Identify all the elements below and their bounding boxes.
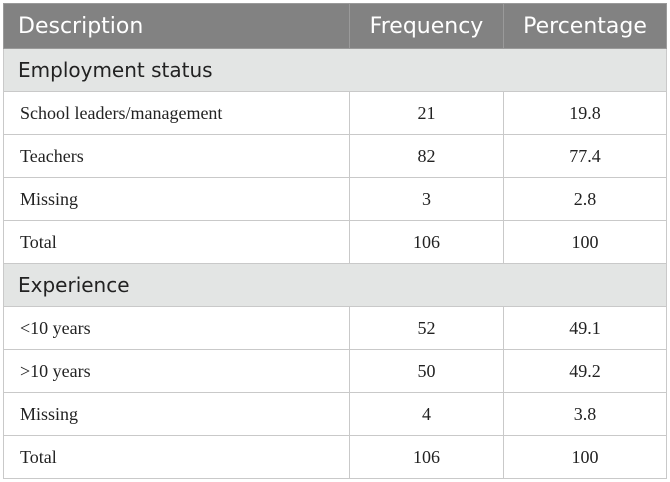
- cell-frequency: 50: [349, 349, 504, 393]
- header-frequency: Frequency: [349, 3, 504, 49]
- table-row: Total 106 100: [3, 435, 667, 479]
- table-row: Missing 4 3.8: [3, 392, 667, 436]
- demographics-table: Description Frequency Percentage Employm…: [3, 3, 667, 479]
- cell-percentage: 49.1: [503, 306, 667, 350]
- table-row: >10 years 50 49.2: [3, 349, 667, 393]
- cell-percentage: 100: [503, 220, 667, 264]
- cell-description: Missing: [3, 177, 350, 221]
- cell-frequency: 21: [349, 91, 504, 135]
- cell-description: >10 years: [3, 349, 350, 393]
- header-percentage: Percentage: [503, 3, 667, 49]
- section-row-experience: Experience: [3, 263, 667, 307]
- table-row: Teachers 82 77.4: [3, 134, 667, 178]
- cell-percentage: 49.2: [503, 349, 667, 393]
- cell-percentage: 100: [503, 435, 667, 479]
- section-row-employment-status: Employment status: [3, 48, 667, 92]
- cell-percentage: 77.4: [503, 134, 667, 178]
- cell-frequency: 4: [349, 392, 504, 436]
- cell-description: Total: [3, 435, 350, 479]
- section-title: Employment status: [3, 48, 667, 92]
- table-row: School leaders/management 21 19.8: [3, 91, 667, 135]
- demographics-table-container: Description Frequency Percentage Employm…: [3, 3, 667, 479]
- cell-description: Total: [3, 220, 350, 264]
- cell-frequency: 106: [349, 220, 504, 264]
- cell-frequency: 3: [349, 177, 504, 221]
- table-row: Total 106 100: [3, 220, 667, 264]
- cell-description: Missing: [3, 392, 350, 436]
- cell-percentage: 2.8: [503, 177, 667, 221]
- cell-frequency: 52: [349, 306, 504, 350]
- cell-frequency: 82: [349, 134, 504, 178]
- section-title: Experience: [3, 263, 667, 307]
- cell-description: <10 years: [3, 306, 350, 350]
- header-description: Description: [3, 3, 350, 49]
- cell-percentage: 19.8: [503, 91, 667, 135]
- cell-percentage: 3.8: [503, 392, 667, 436]
- cell-description: School leaders/management: [3, 91, 350, 135]
- cell-frequency: 106: [349, 435, 504, 479]
- cell-description: Teachers: [3, 134, 350, 178]
- table-row: Missing 3 2.8: [3, 177, 667, 221]
- header-row: Description Frequency Percentage: [3, 3, 667, 49]
- table-row: <10 years 52 49.1: [3, 306, 667, 350]
